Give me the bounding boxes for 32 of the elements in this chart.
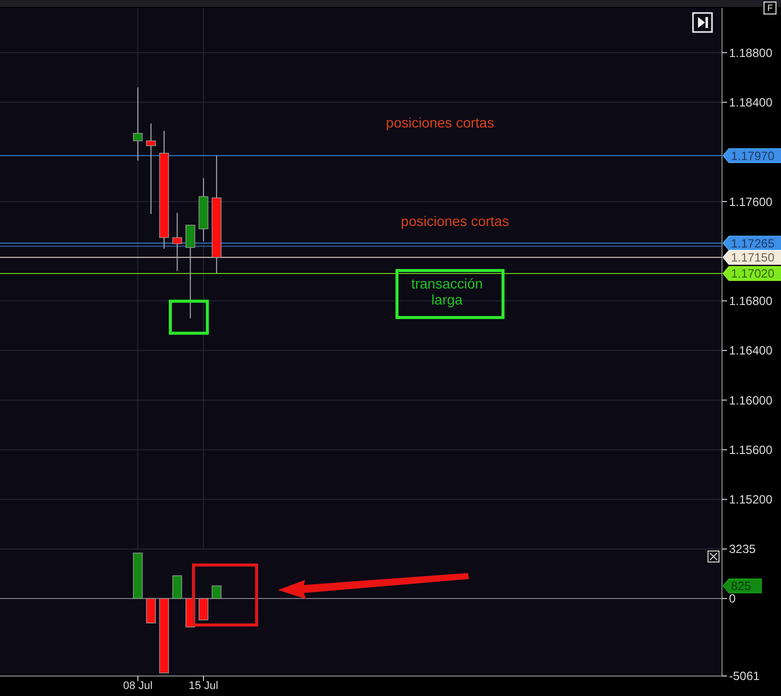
ref-line-label: 1.17970 bbox=[731, 148, 775, 163]
x-tick-label: 15 Jul bbox=[188, 680, 218, 692]
text: F bbox=[767, 3, 774, 14]
annotation: posiciones cortas bbox=[400, 213, 510, 230]
bar bbox=[146, 598, 156, 624]
y-tick-label: -5061 bbox=[729, 669, 760, 684]
bar bbox=[172, 575, 182, 599]
y-tick-label: 1.16000 bbox=[729, 393, 773, 408]
y-tick-label: 0 bbox=[729, 592, 736, 606]
y-tick-label: 1.15600 bbox=[729, 442, 773, 457]
y-tick-label: 1.17600 bbox=[729, 194, 773, 209]
bar bbox=[198, 598, 208, 620]
y-tick-label: 1.15200 bbox=[729, 492, 773, 507]
x-tick-label: 08 Jul bbox=[123, 680, 153, 692]
bar bbox=[132, 552, 143, 599]
bar bbox=[159, 598, 169, 674]
candlestick bbox=[146, 122, 156, 214]
bar bbox=[212, 586, 222, 599]
y-tick-label: 3235 bbox=[729, 542, 756, 556]
candlestick bbox=[185, 224, 196, 319]
annotation: transacción larga bbox=[411, 276, 483, 308]
annotation: posiciones cortas bbox=[386, 114, 494, 131]
candlestick bbox=[172, 212, 182, 272]
y-tick-label: 1.16800 bbox=[729, 294, 773, 308]
ref-line-label: 1.17020 bbox=[731, 266, 775, 281]
annotation: 825 bbox=[731, 579, 752, 594]
y-tick-label: 1.16400 bbox=[729, 344, 773, 358]
y-tick-label: 1.18800 bbox=[729, 46, 773, 60]
candlestick bbox=[132, 86, 143, 162]
y-tick-label: 1.18400 bbox=[729, 96, 773, 110]
ref-line-label: 1.17150 bbox=[731, 250, 775, 265]
ref-line-label: 1.17265 bbox=[731, 236, 775, 250]
